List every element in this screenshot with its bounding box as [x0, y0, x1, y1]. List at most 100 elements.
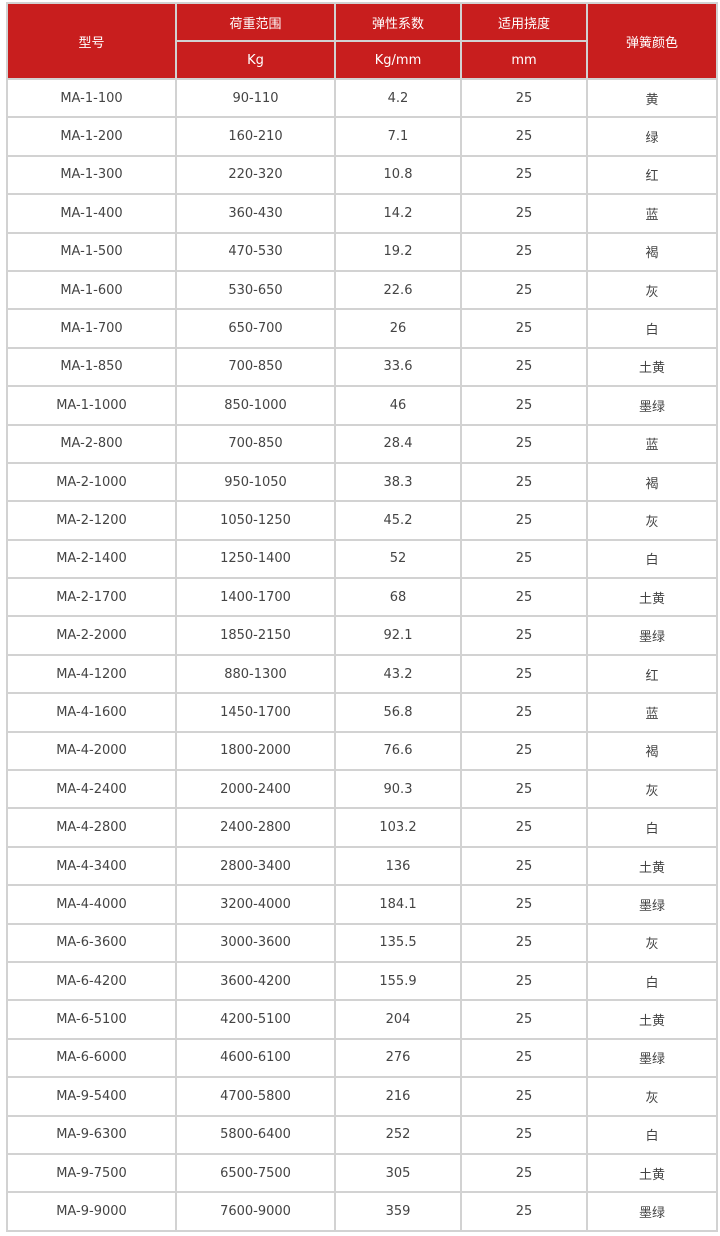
- cell-deflection: 25: [460, 154, 588, 196]
- cell-spring-color: 白: [586, 538, 718, 580]
- cell-deflection: 25: [460, 346, 588, 388]
- header-load-range: 荷重范围: [175, 2, 336, 42]
- cell-deflection: 25: [460, 769, 588, 810]
- cell-load-range: 5800-6400: [175, 1114, 336, 1155]
- spring-spec-table: 型号 荷重范围 弹性系数 适用挠度 弹簧颜色 Kg Kg/mm mm MA-1-…: [6, 2, 718, 1232]
- cell-deflection: 25: [460, 845, 588, 887]
- cell-load-range: 1450-1700: [175, 692, 336, 733]
- cell-stiffness: 276: [334, 1037, 462, 1079]
- table-row: MA-6-6000 4600-6100 276 25 墨绿: [6, 1037, 718, 1079]
- cell-load-range: 3200-4000: [175, 884, 336, 925]
- cell-model: MA-6-5100: [6, 999, 177, 1040]
- cell-deflection: 25: [460, 1191, 588, 1232]
- cell-load-range: 530-650: [175, 269, 336, 311]
- cell-spring-color: 黄: [586, 77, 718, 119]
- cell-spring-color: 红: [586, 653, 718, 695]
- cell-model: MA-6-3600: [6, 922, 177, 963]
- cell-stiffness: 216: [334, 1076, 462, 1117]
- cell-deflection: 25: [460, 1076, 588, 1117]
- table-row: MA-2-1700 1400-1700 68 25 土黄: [6, 577, 718, 618]
- cell-spring-color: 墨绿: [586, 1191, 718, 1232]
- cell-model: MA-6-6000: [6, 1037, 177, 1079]
- cell-spring-color: 土黄: [586, 577, 718, 618]
- cell-stiffness: 90.3: [334, 769, 462, 810]
- cell-spring-color: 墨绿: [586, 385, 718, 426]
- cell-load-range: 700-850: [175, 346, 336, 388]
- cell-spring-color: 土黄: [586, 346, 718, 388]
- cell-spring-color: 蓝: [586, 423, 718, 464]
- cell-model: MA-1-300: [6, 154, 177, 196]
- cell-stiffness: 28.4: [334, 423, 462, 464]
- cell-load-range: 1800-2000: [175, 730, 336, 772]
- table-row: MA-2-1200 1050-1250 45.2 25 灰: [6, 500, 718, 541]
- cell-load-range: 360-430: [175, 193, 336, 234]
- cell-spring-color: 墨绿: [586, 884, 718, 925]
- cell-model: MA-6-4200: [6, 960, 177, 1002]
- table-row: MA-1-200 160-210 7.1 25 绿: [6, 116, 718, 157]
- table-row: MA-1-850 700-850 33.6 25 土黄: [6, 346, 718, 388]
- cell-load-range: 1050-1250: [175, 500, 336, 541]
- table-row: MA-1-400 360-430 14.2 25 蓝: [6, 193, 718, 234]
- table-row: MA-1-600 530-650 22.6 25 灰: [6, 269, 718, 311]
- cell-deflection: 25: [460, 308, 588, 349]
- cell-load-range: 3000-3600: [175, 922, 336, 963]
- table-row: MA-1-500 470-530 19.2 25 褐: [6, 231, 718, 272]
- table-row: MA-4-4000 3200-4000 184.1 25 墨绿: [6, 884, 718, 925]
- cell-spring-color: 褐: [586, 730, 718, 772]
- cell-model: MA-9-6300: [6, 1114, 177, 1155]
- cell-model: MA-4-2400: [6, 769, 177, 810]
- cell-model: MA-2-1700: [6, 577, 177, 618]
- cell-model: MA-1-500: [6, 231, 177, 272]
- cell-deflection: 25: [460, 577, 588, 618]
- cell-spring-color: 土黄: [586, 845, 718, 887]
- cell-stiffness: 184.1: [334, 884, 462, 925]
- cell-model: MA-1-200: [6, 116, 177, 157]
- table-row: MA-4-2400 2000-2400 90.3 25 灰: [6, 769, 718, 810]
- cell-model: MA-4-1600: [6, 692, 177, 733]
- cell-load-range: 160-210: [175, 116, 336, 157]
- cell-stiffness: 204: [334, 999, 462, 1040]
- cell-stiffness: 136: [334, 845, 462, 887]
- table-row: MA-6-4200 3600-4200 155.9 25 白: [6, 960, 718, 1002]
- table-row: MA-1-100 90-110 4.2 25 黄: [6, 77, 718, 119]
- cell-stiffness: 56.8: [334, 692, 462, 733]
- cell-model: MA-9-7500: [6, 1152, 177, 1194]
- cell-model: MA-1-850: [6, 346, 177, 388]
- cell-deflection: 25: [460, 116, 588, 157]
- cell-load-range: 950-1050: [175, 461, 336, 503]
- table-row: MA-9-7500 6500-7500 305 25 土黄: [6, 1152, 718, 1194]
- cell-stiffness: 43.2: [334, 653, 462, 695]
- cell-spring-color: 灰: [586, 500, 718, 541]
- cell-stiffness: 103.2: [334, 807, 462, 848]
- cell-spring-color: 墨绿: [586, 1037, 718, 1079]
- cell-spring-color: 墨绿: [586, 615, 718, 656]
- header-load-unit: Kg: [175, 40, 336, 80]
- cell-stiffness: 252: [334, 1114, 462, 1155]
- cell-load-range: 4200-5100: [175, 999, 336, 1040]
- cell-model: MA-2-1200: [6, 500, 177, 541]
- cell-spring-color: 蓝: [586, 193, 718, 234]
- cell-stiffness: 33.6: [334, 346, 462, 388]
- cell-stiffness: 135.5: [334, 922, 462, 963]
- cell-stiffness: 26: [334, 308, 462, 349]
- table-row: MA-2-1000 950-1050 38.3 25 褐: [6, 461, 718, 503]
- cell-load-range: 470-530: [175, 231, 336, 272]
- cell-spring-color: 白: [586, 308, 718, 349]
- cell-load-range: 880-1300: [175, 653, 336, 695]
- header-deflection-unit: mm: [460, 40, 588, 80]
- cell-deflection: 25: [460, 500, 588, 541]
- cell-load-range: 4700-5800: [175, 1076, 336, 1117]
- cell-deflection: 25: [460, 615, 588, 656]
- table-row: MA-9-6300 5800-6400 252 25 白: [6, 1114, 718, 1155]
- cell-load-range: 4600-6100: [175, 1037, 336, 1079]
- cell-deflection: 25: [460, 884, 588, 925]
- cell-stiffness: 305: [334, 1152, 462, 1194]
- cell-model: MA-4-2800: [6, 807, 177, 848]
- cell-load-range: 1400-1700: [175, 577, 336, 618]
- cell-model: MA-2-800: [6, 423, 177, 464]
- cell-model: MA-1-700: [6, 308, 177, 349]
- table-row: MA-4-1200 880-1300 43.2 25 红: [6, 653, 718, 695]
- cell-deflection: 25: [460, 231, 588, 272]
- cell-deflection: 25: [460, 461, 588, 503]
- cell-deflection: 25: [460, 730, 588, 772]
